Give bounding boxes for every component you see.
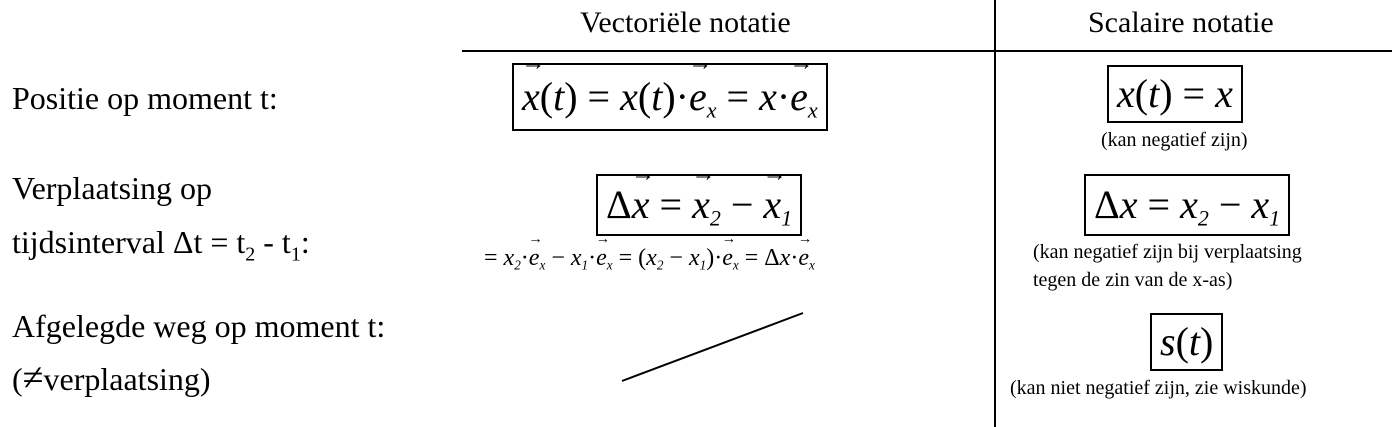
distance-label-line1: Afgelegde weg op moment t: <box>12 308 386 344</box>
position-label: Positie op moment t: <box>12 80 278 116</box>
displacement-note-line2: tegen de zin van de x-as) <box>1033 269 1233 291</box>
position-vector-formula: x(t) = x(t)·ex = x·ex <box>512 63 828 131</box>
not-applicable-strike-line <box>621 312 804 382</box>
header-underline <box>462 50 1392 52</box>
displacement-label-line1: Verplaatsing op <box>12 170 212 206</box>
distance-note: (kan niet negatief zijn, zie wiskunde) <box>1010 377 1307 399</box>
not-equal-symbol: ≠ <box>22 357 44 399</box>
position-scalar-formula: x(t) = x <box>1107 65 1243 123</box>
column-divider <box>994 0 996 427</box>
position-note: (kan negatief zijn) <box>1101 129 1248 151</box>
displacement-note-line1: (kan negatief zijn bij verplaatsing <box>1033 241 1302 263</box>
displacement-label-line2: tijdsinterval Δt = t2 - t1: <box>12 224 310 266</box>
displacement-vector-expansion: = x2·ex − x1·ex = (x2 − x1)·ex = Δx·ex <box>484 240 815 284</box>
displacement-vector-formula: Δx = x2 − x1 <box>596 174 803 236</box>
scalar-notation-header: Scalaire notatie <box>1088 6 1274 39</box>
distance-scalar-formula: s(t) <box>1150 313 1224 371</box>
vector-notation-header: Vectoriële notatie <box>580 6 791 39</box>
displacement-scalar-formula: Δx = x2 − x1 <box>1084 174 1291 236</box>
distance-label-line2: (≠verplaatsing) <box>12 357 211 399</box>
